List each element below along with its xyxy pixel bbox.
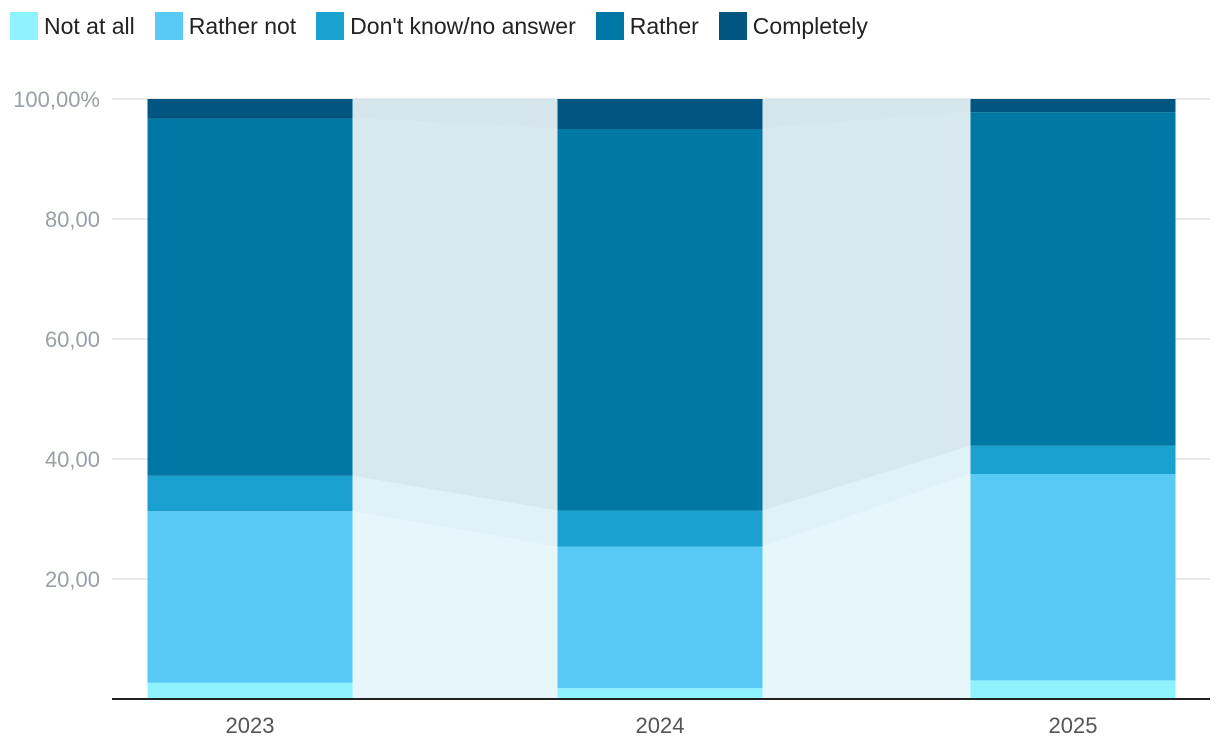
legend-label-rather-not: Rather not (188, 12, 297, 39)
band-don-t-know-no-answer-2023-2024 (352, 475, 558, 547)
band-rather-not-2024-2025 (762, 474, 971, 689)
bars (147, 99, 1176, 699)
y-tick-label-100: 100,00% (13, 87, 100, 112)
bar-2023-not-at-all (147, 682, 353, 699)
legend-swatch-rather-not (154, 12, 183, 40)
legend-item-rather-not: Rather not (154, 12, 297, 40)
bar-2024-rather (557, 129, 763, 511)
band-completely-2023-2024 (352, 99, 558, 129)
axis-labels: 20,00 40,00 60,00 80,00 100,00% 2023 2024 2025 (13, 87, 1210, 738)
band-rather-2023-2024 (352, 118, 558, 511)
bar-2025-don-t-know-no-answer (970, 445, 1176, 474)
legend-item-dont-know: Don't know/no answer (316, 12, 576, 40)
y-tick-label-60: 60,00 (45, 327, 100, 352)
x-tick-label-2024: 2024 (636, 713, 685, 738)
legend-label-rather: Rather (629, 12, 699, 39)
band-rather-2024-2025 (762, 112, 971, 511)
bar-2024-rather-not (557, 546, 763, 689)
legend-item-rather: Rather (595, 12, 699, 40)
legend-item-completely: Completely (718, 12, 868, 40)
legend-label-dont-know: Don't know/no answer (350, 12, 576, 39)
band-rather-not-2023-2024 (352, 511, 558, 689)
bar-2025-rather-not (970, 474, 1176, 681)
bar-2025-rather (970, 112, 1176, 446)
bar-2023-don-t-know-no-answer (147, 475, 353, 512)
legend-swatch-dont-know (316, 12, 345, 40)
connector-bands (352, 99, 971, 699)
legend-label-completely: Completely (752, 12, 868, 39)
legend-label-not-at-all: Not at all (44, 12, 135, 39)
y-tick-label-40: 40,00 (45, 447, 100, 472)
x-tick-label-2023: 2023 (226, 713, 275, 738)
x-tick-label-2025: 2025 (1049, 713, 1098, 738)
bar-2025-not-at-all (970, 680, 1176, 699)
y-tick-label-80: 80,00 (45, 207, 100, 232)
bar-2024-don-t-know-no-answer (557, 510, 763, 547)
legend-item-not-at-all: Not at all (10, 12, 135, 40)
bar-2024-not-at-all (557, 688, 763, 699)
legend-swatch-rather (595, 12, 624, 40)
band-not-at-all-2023-2024 (352, 682, 558, 699)
bar-2023-rather (147, 118, 353, 476)
bar-2023-rather-not (147, 511, 353, 683)
band-not-at-all-2024-2025 (762, 680, 971, 699)
bar-2025-completely (970, 99, 1176, 113)
legend-swatch-not-at-all (10, 12, 38, 40)
band-completely-2024-2025 (762, 99, 971, 129)
band-don-t-know-no-answer-2024-2025 (762, 445, 971, 547)
bar-2024-completely (557, 99, 763, 129)
bar-2023-completely (147, 99, 353, 119)
legend: Not at all Rather not Don't know/no answ… (10, 12, 868, 40)
legend-swatch-completely (718, 12, 747, 40)
y-tick-label-20: 20,00 (45, 567, 100, 592)
